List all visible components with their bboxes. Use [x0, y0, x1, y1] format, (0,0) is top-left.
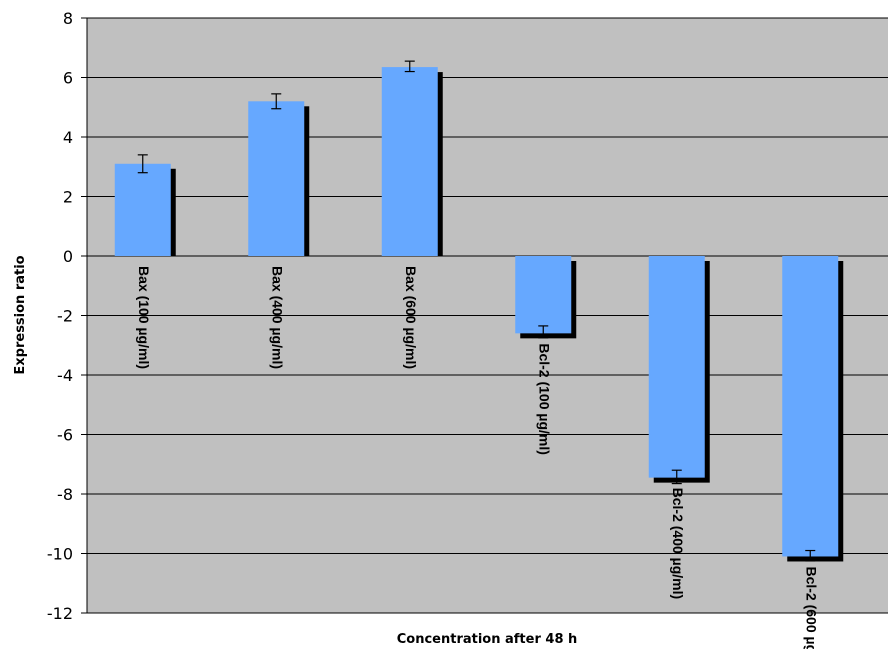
y-tick-label: -12: [47, 604, 73, 623]
bar: [782, 256, 839, 557]
bar: [381, 67, 438, 257]
gridlines: [87, 17, 888, 614]
y-tick-label: 4: [63, 128, 73, 147]
y-tick-label: -8: [57, 485, 73, 504]
bar-label: Bcl-2 (400 µg/ml): [670, 488, 686, 600]
bars: [114, 67, 844, 562]
y-tick-label: 2: [63, 188, 73, 207]
y-tick-label: -4: [57, 366, 73, 385]
y-tick-label: 6: [63, 69, 73, 88]
bar: [648, 256, 705, 478]
bar: [114, 163, 171, 256]
y-axis-title: Expression ratio: [13, 255, 28, 374]
y-tick-label: 8: [63, 9, 73, 28]
bar-label: Bax (100 µg/ml): [136, 266, 152, 369]
bar-label: Bcl-2 (600 µg/ml): [803, 566, 819, 649]
bar-labels: Bax (100 µg/ml) Bax (400 µg/ml) Bax (600 µ…: [136, 266, 820, 649]
x-axis-title: Concentration after 48 h: [397, 632, 578, 647]
bar-label: Bax (400 µg/ml): [269, 266, 285, 369]
y-tick-label: -6: [57, 426, 73, 445]
y-tick-label: 0: [63, 247, 73, 266]
bar-label: Bax (600 µg/ml): [403, 266, 419, 369]
y-axis: 8 6 4 2 0 -2 -4 -6 -8 -10 -12: [47, 9, 88, 623]
bar: [515, 256, 572, 334]
bar-label: Bcl-2 (100 µg/ml): [536, 343, 552, 455]
bar: [248, 101, 305, 256]
y-tick-label: -2: [57, 307, 73, 326]
y-tick-label: -10: [47, 545, 73, 564]
error-bars: [137, 60, 816, 562]
